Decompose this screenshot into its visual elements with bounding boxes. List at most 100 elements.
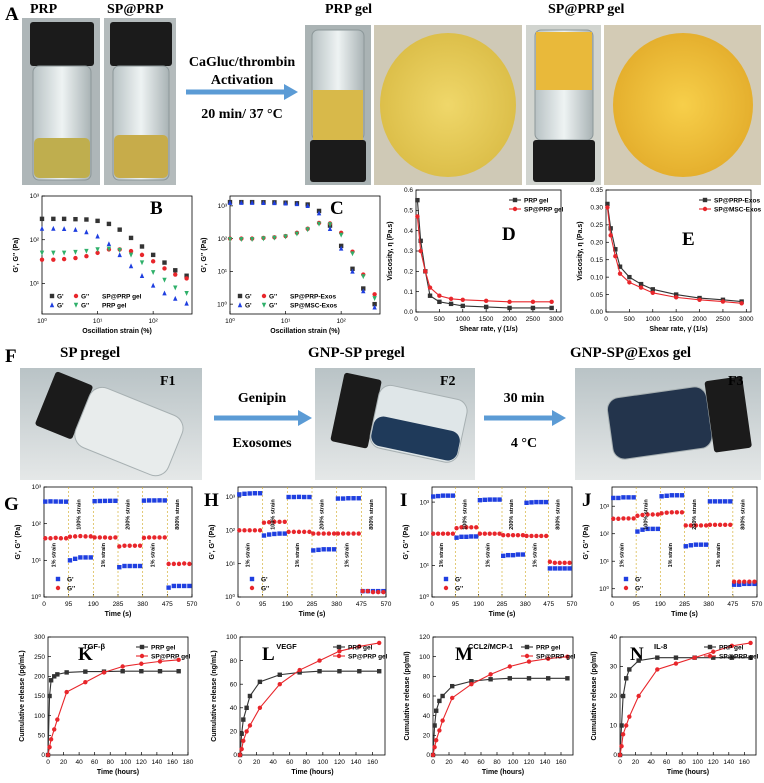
marker bbox=[302, 529, 307, 535]
y-tick-label: 50 bbox=[38, 733, 46, 740]
x-tick-label: 475 bbox=[543, 601, 554, 608]
marker bbox=[286, 529, 291, 535]
chart: 0 20 40 60 80 100 120 140 160 0 10 20 30 40 Time (hour… bbox=[591, 634, 759, 776]
x-tick-label: 500 bbox=[434, 316, 445, 323]
y-tick-label: 0.35 bbox=[590, 187, 603, 194]
marker bbox=[97, 498, 103, 504]
x-tick-label: 570 bbox=[187, 601, 198, 608]
marker bbox=[617, 271, 623, 276]
marker bbox=[448, 301, 454, 307]
marker bbox=[372, 304, 377, 310]
marker bbox=[331, 547, 337, 552]
marker bbox=[241, 717, 246, 722]
marker bbox=[469, 679, 474, 684]
marker bbox=[440, 693, 445, 699]
marker bbox=[711, 649, 716, 654]
marker bbox=[448, 296, 454, 301]
arrow-text: 30 min bbox=[504, 391, 545, 406]
marker bbox=[73, 249, 78, 255]
marker bbox=[627, 280, 632, 285]
annotation: 800% strain bbox=[369, 499, 375, 530]
y-tick-label: 30 bbox=[610, 664, 618, 671]
marker bbox=[415, 214, 420, 219]
marker bbox=[326, 547, 332, 552]
marker bbox=[546, 676, 551, 681]
marker bbox=[272, 235, 277, 241]
marker bbox=[150, 259, 156, 264]
y-tick-label: 0.05 bbox=[590, 292, 603, 299]
marker bbox=[351, 531, 356, 536]
marker bbox=[707, 499, 713, 504]
marker bbox=[73, 255, 78, 261]
marker bbox=[51, 250, 56, 256]
x-tick-label: 100 bbox=[508, 759, 519, 766]
x-tick-label: 95 bbox=[259, 601, 267, 608]
marker bbox=[55, 585, 61, 591]
marker bbox=[361, 288, 366, 294]
x-tick-label: 475 bbox=[356, 601, 367, 608]
marker bbox=[272, 519, 277, 525]
marker bbox=[61, 216, 67, 222]
photo-label: F2 bbox=[440, 374, 456, 389]
marker bbox=[321, 547, 326, 552]
marker bbox=[623, 585, 629, 591]
marker bbox=[49, 302, 55, 308]
marker bbox=[565, 654, 570, 659]
x-tick-label: 285 bbox=[307, 601, 318, 608]
marker bbox=[241, 738, 246, 744]
y-tick-label: 10⁰ bbox=[599, 585, 609, 593]
marker bbox=[106, 221, 112, 227]
x-axis-label: Time (s) bbox=[105, 611, 132, 618]
marker bbox=[247, 528, 252, 533]
marker bbox=[673, 292, 679, 297]
marker bbox=[282, 519, 287, 525]
marker bbox=[132, 543, 138, 548]
y-axis-label: G', G'' (Pa) bbox=[583, 525, 590, 560]
x-tick-label: 0 bbox=[46, 759, 50, 766]
x-tick-label: 40 bbox=[647, 759, 655, 766]
marker bbox=[291, 529, 297, 535]
marker bbox=[742, 579, 747, 584]
chart: 0 95 190 285 380 475 570 10⁰ 10¹ 10² 10³ Time (s) G'… bbox=[582, 486, 763, 618]
marker bbox=[712, 499, 718, 504]
marker bbox=[73, 226, 78, 232]
marker bbox=[673, 661, 679, 666]
marker bbox=[372, 301, 377, 307]
marker bbox=[638, 281, 644, 287]
marker bbox=[505, 552, 511, 558]
photo-title: SP pregel bbox=[60, 345, 120, 361]
series-line bbox=[606, 207, 742, 304]
y-tick-label: 10⁰ bbox=[225, 593, 235, 601]
x-tick-label: 1000 bbox=[646, 316, 661, 323]
marker bbox=[497, 497, 502, 502]
photo-prp-gel bbox=[374, 25, 522, 185]
marker bbox=[427, 285, 433, 290]
marker bbox=[239, 199, 244, 205]
marker bbox=[102, 498, 108, 504]
arrow-text: Exosomes bbox=[232, 436, 292, 451]
marker bbox=[88, 534, 93, 539]
marker bbox=[350, 268, 355, 274]
y-tick-label: 10¹ bbox=[420, 563, 430, 570]
marker bbox=[360, 588, 365, 594]
marker bbox=[445, 531, 451, 536]
marker bbox=[171, 561, 177, 567]
marker bbox=[39, 216, 45, 222]
marker bbox=[534, 499, 539, 505]
marker bbox=[283, 234, 288, 240]
x-tick-label: 285 bbox=[679, 601, 690, 608]
marker bbox=[120, 669, 125, 674]
marker bbox=[437, 293, 442, 298]
marker bbox=[48, 678, 54, 683]
marker bbox=[252, 528, 258, 533]
marker bbox=[95, 218, 100, 224]
annotation: 1% strain bbox=[716, 542, 722, 567]
marker bbox=[187, 561, 192, 567]
y-tick-label: 10 bbox=[610, 723, 618, 730]
photo-prp bbox=[22, 18, 100, 185]
marker bbox=[507, 299, 512, 305]
legend-label: SP@PRP gel bbox=[348, 653, 388, 660]
marker bbox=[497, 531, 502, 536]
annotation: 1% strain bbox=[246, 542, 252, 567]
marker bbox=[152, 535, 157, 540]
